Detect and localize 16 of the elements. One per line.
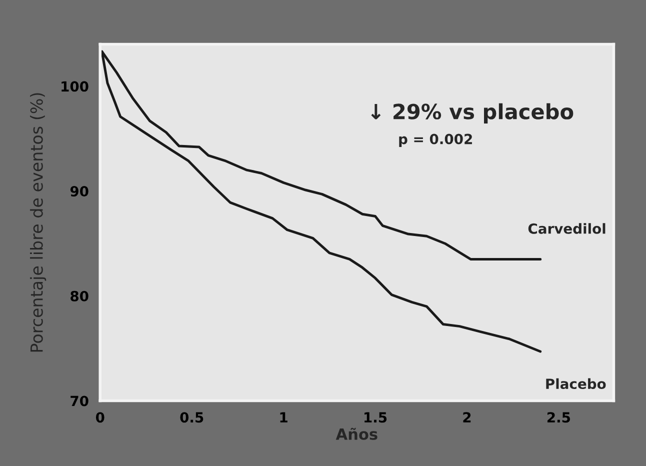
y-tick-label: 80: [70, 290, 88, 302]
x-tick-label: 1: [280, 412, 288, 422]
annotation: p = 0.002: [399, 134, 472, 147]
y-axis-title: Porcentaje libre de eventos (%): [30, 93, 46, 352]
x-tick-label: 2: [463, 412, 471, 422]
annotation: ↓ 29% vs placebo: [371, 103, 574, 124]
y-tick-label: 100: [62, 81, 88, 92]
x-tick-label: 0: [96, 412, 104, 423]
x-tick-label: 0.5: [180, 412, 204, 423]
x-tick-label: 1.5: [364, 412, 387, 423]
y-tick-label: 90: [70, 186, 88, 197]
series-label: Placebo: [546, 378, 606, 390]
x-tick-label: 2.5: [547, 412, 570, 423]
series-label: Carvedilol: [528, 223, 606, 234]
y-tick-label: 70: [70, 396, 88, 406]
x-axis-title: Años: [336, 428, 378, 440]
